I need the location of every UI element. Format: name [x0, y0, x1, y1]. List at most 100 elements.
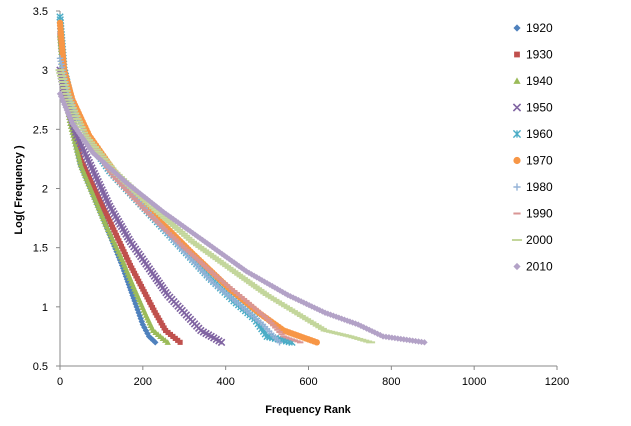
data-point: [93, 189, 99, 195]
data-point: [75, 152, 82, 159]
legend-item-1950: 1950: [512, 101, 553, 115]
data-point: [69, 120, 76, 127]
y-tick-label: 3.5: [33, 6, 48, 18]
legend-item-1920: 1920: [513, 21, 553, 35]
data-point: [76, 155, 83, 162]
data-point: [134, 188, 142, 196]
y-tick-label: 2: [42, 184, 48, 196]
series-2010: [56, 90, 428, 346]
data-point: [74, 127, 81, 135]
legend-label: 1970: [526, 154, 553, 168]
legend-item-2000: 2000: [511, 233, 553, 247]
axes: 0 200 400 600 800 1000 1200 0.5 1 1.5 2 2.5 3 3.5: [33, 6, 570, 388]
legend-item-1970: 1970: [513, 154, 553, 168]
data-point: [87, 175, 93, 181]
data-point: [149, 304, 156, 311]
data-point: [143, 291, 149, 297]
data-point: [107, 165, 115, 172]
legend-marker: [513, 156, 521, 165]
legend-label: 1990: [526, 207, 553, 221]
data-point: [148, 302, 154, 308]
series-1930: [57, 32, 183, 345]
data-point: [89, 149, 97, 157]
data-point: [182, 224, 189, 232]
legend-marker: [513, 183, 521, 191]
x-tick-label: 1200: [545, 376, 569, 388]
data-point: [137, 281, 143, 287]
data-point: [134, 306, 141, 313]
legend-label: 1920: [526, 21, 553, 35]
legend-item-1980: 1980: [513, 180, 553, 194]
data-point: [63, 106, 70, 114]
data-point: [89, 180, 95, 187]
data-point: [276, 339, 283, 346]
y-tick-label: 2.5: [33, 124, 48, 136]
data-point: [100, 159, 108, 167]
data-point: [103, 161, 110, 169]
data-point: [79, 159, 85, 165]
data-point: [73, 146, 81, 153]
data-point: [104, 213, 111, 219]
data-point: [158, 207, 165, 214]
data-point: [72, 140, 79, 147]
data-point: [116, 238, 122, 244]
legend-item-1960: 1960: [512, 127, 553, 141]
data-point: [129, 265, 135, 271]
data-point: [162, 210, 170, 218]
x-tick-label: 1000: [462, 376, 486, 388]
data-point: [124, 254, 130, 260]
data-point: [118, 175, 126, 182]
data-point: [126, 260, 132, 266]
data-point: [81, 137, 88, 144]
data-point: [145, 333, 153, 340]
data-point: [88, 178, 94, 184]
data-point: [112, 230, 118, 236]
legend-label: 1960: [526, 127, 553, 141]
legend-item-1990: 1990: [513, 207, 553, 221]
data-point: [83, 139, 90, 147]
legend-label: 1980: [526, 180, 553, 194]
data-point: [80, 161, 86, 167]
legend: 1920 1930 1940 1950 1960 1970 1980 1990 2000 2010: [511, 21, 553, 274]
data-point: [132, 300, 139, 308]
data-point: [138, 318, 145, 325]
data-point: [98, 200, 104, 206]
data-point: [147, 335, 155, 342]
data-point: [136, 278, 142, 284]
data-point: [118, 243, 125, 249]
y-axis-title: Log( Frequency ): [13, 145, 25, 235]
data-point: [81, 164, 88, 170]
legend-label: 1940: [526, 74, 553, 88]
data-point: [107, 219, 113, 225]
data-point: [145, 297, 151, 303]
data-point: [92, 186, 98, 192]
data-point: [74, 149, 81, 156]
series-1990: [56, 69, 304, 344]
data-point: [130, 268, 136, 274]
data-point: [226, 255, 233, 263]
data-point: [152, 339, 159, 346]
data-point: [60, 98, 67, 106]
y-tick-label: 0.5: [33, 361, 48, 373]
data-point: [99, 202, 105, 208]
data-point: [84, 170, 90, 176]
data-point: [64, 109, 72, 116]
data-point: [85, 172, 91, 178]
legend-label: 1950: [526, 101, 553, 115]
data-point: [117, 241, 123, 247]
data-point: [106, 216, 112, 222]
data-point: [217, 338, 226, 347]
plot-area: [55, 13, 428, 347]
data-point: [76, 130, 83, 137]
data-point: [83, 167, 89, 173]
data-point: [61, 101, 68, 108]
x-tick-label: 0: [57, 376, 63, 388]
data-point: [120, 267, 128, 275]
data-point: [73, 143, 80, 150]
data-point: [101, 205, 107, 211]
data-point: [120, 177, 128, 184]
data-point: [201, 238, 209, 245]
data-point: [133, 273, 139, 279]
data-point: [155, 205, 163, 212]
y-tick-label: 3: [42, 65, 48, 77]
